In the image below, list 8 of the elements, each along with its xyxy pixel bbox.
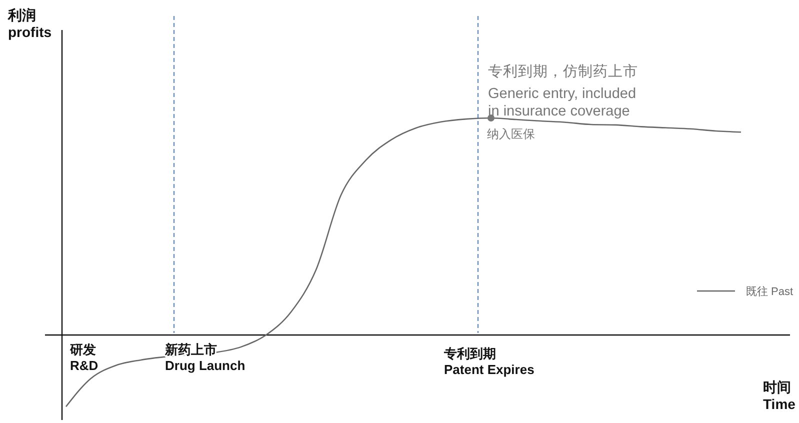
annotation: 专利到期 Patent Expires	[443, 346, 534, 377]
legend-label: 既往 Past	[746, 285, 794, 298]
text: 专利到期，仿制药上市	[488, 63, 638, 80]
x-axis-title: 时间 Time	[763, 379, 796, 412]
annotation: Generic entry, included in insurance coverage	[488, 86, 636, 120]
annotation: 研发 R&D	[69, 342, 98, 373]
annotation: 纳入医保	[487, 127, 535, 141]
text: 利润 profits	[7, 7, 52, 40]
